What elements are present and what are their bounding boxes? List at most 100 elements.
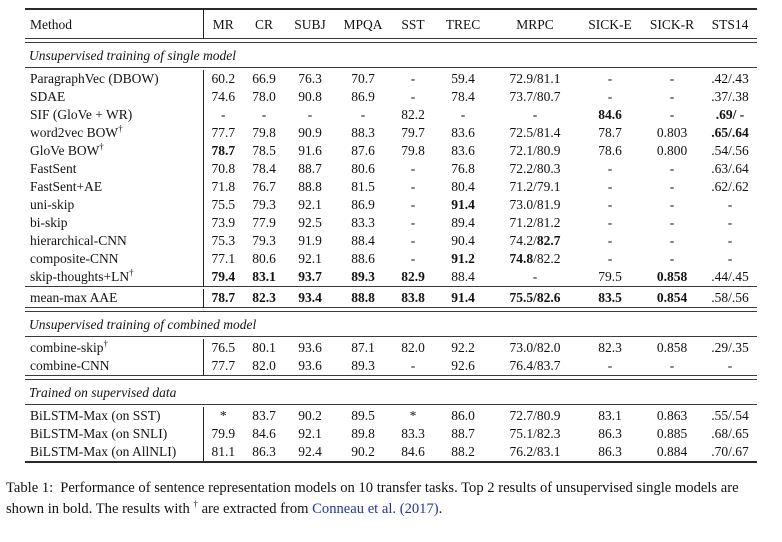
value-cell-mr: 81.1: [202, 443, 243, 462]
value-cell-sick-r: -: [669, 358, 675, 373]
value-cell-sick-r: 0.885: [656, 426, 688, 441]
method-cell: hierarchical-CNN: [30, 233, 127, 248]
value-cell-sts14: .63/.64: [711, 161, 749, 176]
table-rule: [25, 336, 757, 339]
value-cell-mrpc: 76.2/83.1: [509, 444, 561, 459]
value-cell-subj: 93.7: [298, 269, 322, 284]
method-cell: ParagraphVec (DBOW): [30, 71, 159, 86]
table-row: BiLSTM-Max (on AllNLI) 81.1 86.3 92.4 90.2 84…: [25, 443, 757, 462]
column-header-sst: SST: [401, 17, 425, 32]
table-rule-line: [25, 375, 757, 380]
value-cell-sts14: .65/.64: [711, 125, 749, 140]
value-cell-sts14: .44/.45: [711, 269, 749, 284]
table-row: GloVe BOW† 78.7 78.5 91.6 87.6 79.8 83.6 72.1/8…: [25, 142, 757, 160]
value-cell-cr: 80.1: [252, 340, 276, 355]
table-rule-line: [25, 307, 757, 312]
table-rule: [25, 461, 757, 464]
value-cell-mr: 78.7: [202, 142, 243, 160]
value-cell-subj: 76.3: [298, 71, 322, 86]
value-cell-trec: 88.4: [451, 269, 475, 284]
value-cell-sst: -: [410, 358, 416, 373]
value-cell-cr: 79.3: [252, 197, 276, 212]
section-header-row: Unsupervised training of single model: [25, 43, 757, 68]
value-cell-subj: 92.5: [298, 215, 322, 230]
value-cell-sick-r: -: [669, 251, 675, 266]
value-cell-cr: 83.1: [252, 269, 276, 284]
method-cell: word2vec BOW†: [30, 123, 123, 140]
value-cell-sick-r: 0.863: [656, 408, 688, 423]
value-cell-cr: 80.6: [252, 251, 276, 266]
column-header-sts14: STS14: [711, 17, 749, 32]
value-cell-trec: 78.4: [451, 89, 475, 104]
column-header-mpqa: MPQA: [343, 17, 383, 32]
value-cell-sst: -: [410, 71, 416, 86]
value-cell-sick-e: 86.3: [598, 444, 622, 459]
value-cell-mpqa: 87.6: [351, 143, 375, 158]
value-cell-mr: 75.5: [202, 196, 243, 214]
value-cell-mrpc: -: [532, 269, 538, 284]
table-rule: [25, 404, 757, 407]
value-cell-sst: 79.8: [401, 143, 425, 158]
value-cell-mrpc: 72.5/81.4: [509, 125, 561, 140]
value-cell-sts14: -: [727, 251, 733, 266]
value-cell-sick-e: 86.3: [598, 426, 622, 441]
table-rule: [25, 67, 757, 70]
table-rule-line: [25, 461, 757, 464]
table-row: composite-CNN 77.1 80.6 92.1 88.6 - 91.2 74.8/8…: [25, 250, 757, 268]
method-cell: BiLSTM-Max (on SST): [30, 408, 161, 423]
value-cell-sts14: .68/.65: [711, 426, 749, 441]
value-cell-sst: -: [410, 89, 416, 104]
value-cell-sts14: .62/.62: [711, 179, 749, 194]
value-cell-mpqa: 89.3: [351, 358, 375, 373]
citation-link[interactable]: Conneau et al.: [312, 500, 397, 517]
value-cell-subj: -: [307, 107, 313, 122]
value-cell-sts14: .55/.54: [711, 408, 749, 423]
value-cell-subj: 92.4: [298, 444, 322, 459]
column-header-mr: MR: [202, 10, 243, 39]
value-cell-subj: 88.7: [298, 161, 322, 176]
column-header-sick-r: SICK-R: [649, 17, 695, 32]
value-cell-mpqa: 88.3: [351, 125, 375, 140]
value-cell-subj: 90.9: [298, 125, 322, 140]
table-row: SIF (GloVe + WR) - - - - 82.2 - - 84.6 - .69/ -: [25, 106, 757, 124]
table-rule-line: [25, 336, 757, 339]
value-cell-sick-r: 0.803: [656, 125, 688, 140]
caption-label: Table 1:: [6, 480, 54, 496]
value-cell-mpqa: 88.4: [351, 233, 375, 248]
value-cell-subj: 90.8: [298, 89, 322, 104]
value-cell-sick-r: -: [669, 197, 675, 212]
dagger-symbol: †: [99, 141, 104, 152]
value-cell-mrpc: 71.2/79.1: [509, 179, 561, 194]
caption-period: .: [438, 500, 443, 517]
value-cell-mpqa: 90.2: [351, 444, 375, 459]
value-cell-sts14: .69/ -: [715, 107, 745, 122]
section-title: Unsupervised training of combined model: [29, 317, 257, 332]
method-cell: BiLSTM-Max (on AllNLI): [30, 444, 177, 459]
table-row: combine-skip† 76.5 80.1 93.6 87.1 82.0 92.2 73.…: [25, 339, 757, 357]
section-header-row: Trained on supervised data: [25, 380, 757, 405]
value-cell-cr: 78.4: [252, 161, 276, 176]
value-cell-mr: 77.7: [202, 357, 243, 376]
table-row: FastSent+AE 71.8 76.7 88.8 81.5 - 80.4 71.2/79.…: [25, 178, 757, 196]
value-cell-cr: 77.9: [252, 215, 276, 230]
value-cell-mrpc: 72.1/80.9: [509, 143, 561, 158]
table-row: skip-thoughts+LN† 79.4 83.1 93.7 89.3 82.9 88.…: [25, 268, 757, 287]
value-cell-sick-r: -: [669, 71, 675, 86]
value-cell-mpqa: 88.6: [351, 251, 375, 266]
value-cell-trec: 90.4: [451, 233, 475, 248]
table-row: SDAE 74.6 78.0 90.8 86.9 - 78.4 73.7/80.7 - - .37/…: [25, 88, 757, 106]
value-cell-sick-e: -: [607, 71, 613, 86]
citation-year-link[interactable]: (2017): [396, 500, 439, 517]
column-header-method: Method: [30, 17, 72, 32]
value-cell-sick-e: 79.5: [598, 269, 622, 284]
value-cell-mpqa: 80.6: [351, 161, 375, 176]
value-cell-subj: 90.2: [298, 408, 322, 423]
results-table-container: Method MR CR SUBJ MPQA SST TREC MRPC SICK-E SICK-…: [25, 8, 757, 464]
value-cell-mrpc: 73.0/82.0: [509, 340, 561, 355]
caption-dagger-symbol: †: [193, 498, 198, 509]
table-rule-line: [25, 67, 757, 70]
value-cell-trec: 86.0: [451, 408, 475, 423]
value-cell-mpqa: 81.5: [351, 179, 375, 194]
value-cell-sts14: .29/.35: [711, 340, 749, 355]
value-cell-trec: 92.2: [451, 340, 475, 355]
